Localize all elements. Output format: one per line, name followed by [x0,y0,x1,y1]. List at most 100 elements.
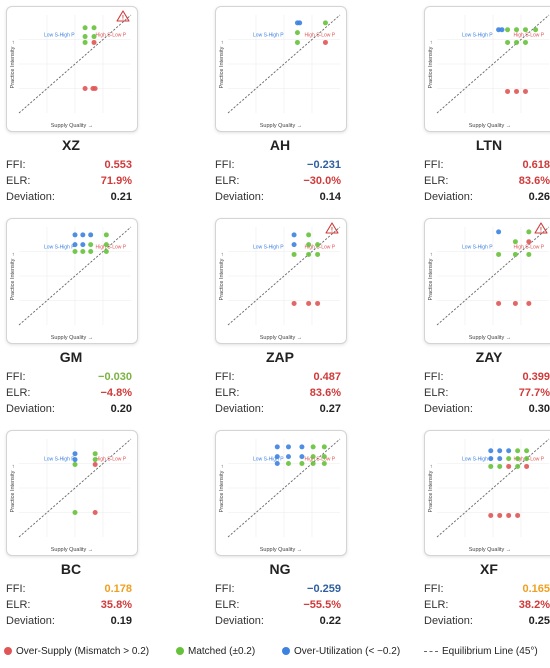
region-label-high-s-low-p: High S-Low P [305,457,336,463]
panel-title: LTN [475,137,503,153]
data-point-matched [505,39,511,45]
metric-row-deviation: Deviation: 0.14 [215,191,345,207]
data-point-matched [315,242,321,248]
metric-value-deviation: 0.14 [319,191,341,203]
data-point-over-supply [92,510,98,515]
data-point-matched [91,25,97,31]
x-axis-label: Supply Quality → [51,123,94,129]
data-point-over-utilization [285,444,291,450]
scatter-card: Low S-High P High S-Low P Supply Quality →… [6,218,138,344]
panel-xz: Low S-High P High S-Low P Supply Quality →… [0,3,180,213]
metrics-table: FFI: 0.553 ELR: 71.9% Deviation: 0.21 [6,159,136,207]
x-axis-label: Supply Quality → [260,335,303,341]
data-point-matched [488,463,494,469]
legend-label-equilibrium: Equilibrium Line (45°) [442,646,538,657]
metric-label-elr: ELR: [424,387,449,399]
data-point-over-supply [505,88,511,94]
metric-row-ffi: FFI: −0.030 [6,371,136,387]
metric-value-deviation: 0.27 [319,403,341,415]
metric-label-elr: ELR: [424,599,449,611]
data-point-over-supply [522,88,528,94]
scatter-plot: Low S-High P High S-Low P Supply Quality →… [219,14,341,129]
scatter-plot: Low S-High P High S-Low P Supply Quality →… [428,438,550,553]
scatter-card: Low S-High P High S-Low P Supply Quality →… [6,6,138,132]
y-axis-label: Practice Intensity → [219,40,225,89]
panel-ltn: Low S-High P High S-Low P Supply Quality →… [418,3,550,213]
data-point-over-utilization [72,242,78,248]
region-label-high-s-low-p: High S-Low P [514,33,545,39]
scatter-plot: Low S-High P High S-Low P Supply Quality →… [219,438,341,553]
data-point-over-supply [526,300,532,306]
panel-title: ZAP [266,349,294,365]
x-axis-label: Supply Quality → [51,547,94,553]
data-point-over-supply [91,39,97,45]
metric-label-ffi: FFI: [215,159,235,171]
metric-label-ffi: FFI: [6,371,26,383]
region-label-low-s-high-p: Low S-High P [253,33,284,39]
metric-row-elr: ELR: 83.6% [424,175,550,191]
metric-row-deviation: Deviation: 0.22 [215,615,345,631]
metric-label-elr: ELR: [6,175,31,187]
panel-title: ZAY [475,349,503,365]
equilibrium-line [18,438,132,538]
data-point-over-utilization [274,454,280,460]
data-point-over-supply [512,300,518,306]
data-point-matched [515,456,521,462]
metric-row-deviation: Deviation: 0.25 [424,615,550,631]
legend-item-matched: Matched (±0.2) [176,646,255,657]
data-point-over-supply [524,463,530,469]
data-point-matched [103,242,109,248]
data-point-over-utilization [88,232,94,238]
metric-value-ffi: 0.178 [104,583,132,595]
metric-value-ffi: 0.399 [522,371,550,383]
equilibrium-line [436,438,550,538]
scatter-plot: Low S-High P High S-Low P Supply Quality →… [10,438,132,553]
metric-value-ffi: 0.165 [522,583,550,595]
metric-row-ffi: FFI: 0.618 [424,159,550,175]
data-point-over-utilization [497,448,503,454]
region-label-high-s-low-p: High S-Low P [514,457,545,463]
data-point-matched [524,448,530,454]
data-point-over-utilization [488,448,494,454]
data-point-over-supply [306,300,312,306]
metric-label-ffi: FFI: [424,583,444,595]
data-point-matched [294,30,300,36]
data-point-matched [514,39,520,45]
metric-value-ffi: 0.487 [313,371,341,383]
legend-label-matched: Matched (±0.2) [188,646,256,657]
metric-row-ffi: FFI: −0.231 [215,159,345,175]
y-axis-label: Practice Intensity → [219,464,225,513]
data-point-over-utilization [488,456,494,462]
data-point-matched [103,249,109,254]
metric-row-elr: ELR: 83.6% [215,387,345,403]
metric-value-elr: 83.6% [518,175,550,187]
legend-item-over-utilization: Over-Utilization (< −0.2) [282,646,400,657]
data-point-matched [321,461,327,466]
metric-row-elr: ELR: −4.8% [6,387,136,403]
panel-xf: Low S-High P High S-Low P Supply Quality →… [418,427,550,637]
metric-row-ffi: FFI: 0.553 [6,159,136,175]
data-point-matched [524,456,530,462]
region-label-high-s-low-p: High S-Low P [96,33,127,39]
data-point-matched [526,229,532,235]
panel-title: XF [480,561,498,577]
panel-title: XZ [62,137,80,153]
data-point-over-utilization [291,232,297,238]
x-axis-label: Supply Quality → [469,547,512,553]
warning-mark: ! [540,227,542,234]
metric-value-elr: −4.8% [100,387,133,399]
metric-value-deviation: 0.26 [528,191,550,203]
metric-value-elr: 35.8% [100,599,132,611]
metric-label-deviation: Deviation: [215,615,264,627]
data-point-matched [310,461,316,466]
data-point-over-utilization [497,456,503,462]
metric-label-elr: ELR: [6,599,31,611]
metric-row-elr: ELR: 35.8% [6,599,136,615]
data-point-over-supply [514,88,520,94]
region-label-high-s-low-p: High S-Low P [305,245,336,251]
panel-bc: Low S-High P High S-Low P Supply Quality →… [0,427,180,637]
metric-label-deviation: Deviation: [6,403,55,415]
metric-value-deviation: 0.25 [528,615,550,627]
region-label-high-s-low-p: High S-Low P [305,33,336,39]
panel-title: NG [269,561,291,577]
